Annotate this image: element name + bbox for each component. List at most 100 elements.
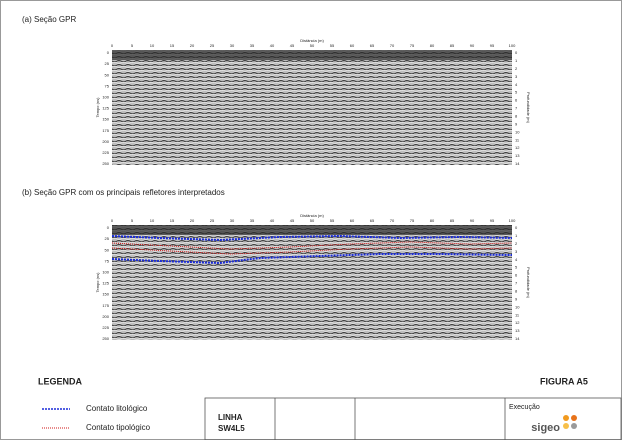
y2-tick-label: 1 xyxy=(515,233,518,238)
y-tick-label: 250 xyxy=(102,336,109,341)
x-tick-label: 20 xyxy=(190,218,195,223)
y2-tick-label: 3 xyxy=(515,74,518,79)
x-tick-label: 30 xyxy=(230,43,235,48)
x-tick-label: 65 xyxy=(370,218,375,223)
y2-tick-label: 9 xyxy=(515,121,518,126)
x-tick-label: 15 xyxy=(170,43,175,48)
x-tick-label: 15 xyxy=(170,218,175,223)
logo-dots xyxy=(563,415,577,429)
x-tick-label: 75 xyxy=(410,43,415,48)
x-tick-label: 65 xyxy=(370,43,375,48)
x-tick-label: 80 xyxy=(430,43,435,48)
y-tick-label: 225 xyxy=(102,150,109,155)
gpr-image xyxy=(112,50,512,340)
y2-tick-label: 5 xyxy=(515,265,518,270)
x-tick-label: 25 xyxy=(210,218,215,223)
y2-tick-label: 13 xyxy=(515,328,520,333)
x-tick-label: 45 xyxy=(290,218,295,223)
y2-tick-label: 4 xyxy=(515,257,518,262)
y2-tick-label: 10 xyxy=(515,304,520,309)
x-tick-label: 100 xyxy=(509,218,516,223)
execution-label: Execução xyxy=(509,404,540,411)
axis-label: Profundidade (m) xyxy=(526,92,531,124)
y-tick-label: 250 xyxy=(102,161,109,166)
x-tick-label: 95 xyxy=(490,218,495,223)
y2-tick-label: 12 xyxy=(515,145,520,150)
x-tick-label: 80 xyxy=(430,218,435,223)
y2-tick-label: 5 xyxy=(515,90,518,95)
x-tick-label: 75 xyxy=(410,218,415,223)
y-tick-label: 175 xyxy=(102,303,109,308)
legend-item: Contato litológico xyxy=(86,404,148,413)
axis-label: Profundidade (m) xyxy=(526,267,531,299)
y-tick-label: 25 xyxy=(105,61,110,66)
y-tick-label: 50 xyxy=(105,247,110,252)
axis-label: Distância (m) xyxy=(300,38,324,43)
x-tick-label: 30 xyxy=(230,218,235,223)
x-tick-label: 85 xyxy=(450,43,455,48)
panel-title: (a) Seção GPR xyxy=(22,15,76,24)
x-tick-label: 90 xyxy=(470,43,475,48)
y2-tick-label: 3 xyxy=(515,249,518,254)
y-tick-label: 125 xyxy=(102,281,109,286)
y-tick-label: 100 xyxy=(102,269,109,274)
legend-item: Contato tipológico xyxy=(86,423,151,432)
interpreted-reflectors xyxy=(111,234,513,265)
x-tick-label: 60 xyxy=(350,218,355,223)
y2-tick-label: 8 xyxy=(515,288,518,293)
y2-tick-label: 6 xyxy=(515,98,518,103)
line-label: LINHA xyxy=(218,413,243,422)
x-tick-label: 35 xyxy=(250,43,255,48)
x-tick-label: 0 xyxy=(111,218,114,223)
y2-tick-label: 0 xyxy=(515,50,518,55)
axis-label: Tempo (ns) xyxy=(95,272,100,293)
y-tick-label: 225 xyxy=(102,325,109,330)
x-tick-label: 35 xyxy=(250,218,255,223)
y2-tick-label: 9 xyxy=(515,296,518,301)
y2-tick-label: 14 xyxy=(515,336,520,341)
y2-tick-label: 0 xyxy=(515,225,518,230)
x-tick-label: 10 xyxy=(150,43,155,48)
x-tick-label: 60 xyxy=(350,43,355,48)
x-tick-label: 40 xyxy=(270,43,275,48)
y2-tick-label: 2 xyxy=(515,241,518,246)
y-tick-label: 200 xyxy=(102,314,109,319)
y-tick-label: 25 xyxy=(105,236,110,241)
x-tick-label: 50 xyxy=(310,43,315,48)
x-tick-label: 5 xyxy=(131,218,134,223)
figure-label: FIGURA A5 xyxy=(540,376,588,386)
y-tick-label: 200 xyxy=(102,139,109,144)
axis-label: Tempo (ns) xyxy=(95,97,100,118)
legend-title: LEGENDA xyxy=(38,376,83,386)
y-tick-label: 0 xyxy=(107,50,110,55)
x-tick-label: 55 xyxy=(330,43,335,48)
y2-tick-label: 13 xyxy=(515,153,520,158)
y2-tick-label: 11 xyxy=(515,137,520,142)
x-tick-label: 55 xyxy=(330,218,335,223)
y-tick-label: 75 xyxy=(105,258,110,263)
logo-text: sigeo xyxy=(531,422,560,434)
y2-tick-label: 11 xyxy=(515,312,520,317)
y2-tick-label: 4 xyxy=(515,82,518,87)
x-tick-label: 95 xyxy=(490,43,495,48)
x-tick-label: 100 xyxy=(509,43,516,48)
panel-title: (b) Seção GPR com os principais refletor… xyxy=(22,188,225,197)
x-tick-label: 90 xyxy=(470,218,475,223)
y2-tick-label: 14 xyxy=(515,161,520,166)
y2-tick-label: 7 xyxy=(515,281,518,286)
y-tick-label: 175 xyxy=(102,128,109,133)
y2-tick-label: 7 xyxy=(515,106,518,111)
y2-tick-label: 2 xyxy=(515,66,518,71)
x-tick-label: 70 xyxy=(390,218,395,223)
x-tick-label: 85 xyxy=(450,218,455,223)
y-tick-label: 125 xyxy=(102,106,109,111)
x-tick-label: 5 xyxy=(131,43,134,48)
y2-tick-label: 12 xyxy=(515,320,520,325)
x-tick-label: 10 xyxy=(150,218,155,223)
x-tick-label: 20 xyxy=(190,43,195,48)
y2-tick-label: 6 xyxy=(515,273,518,278)
y2-tick-label: 8 xyxy=(515,113,518,118)
x-tick-label: 50 xyxy=(310,218,315,223)
